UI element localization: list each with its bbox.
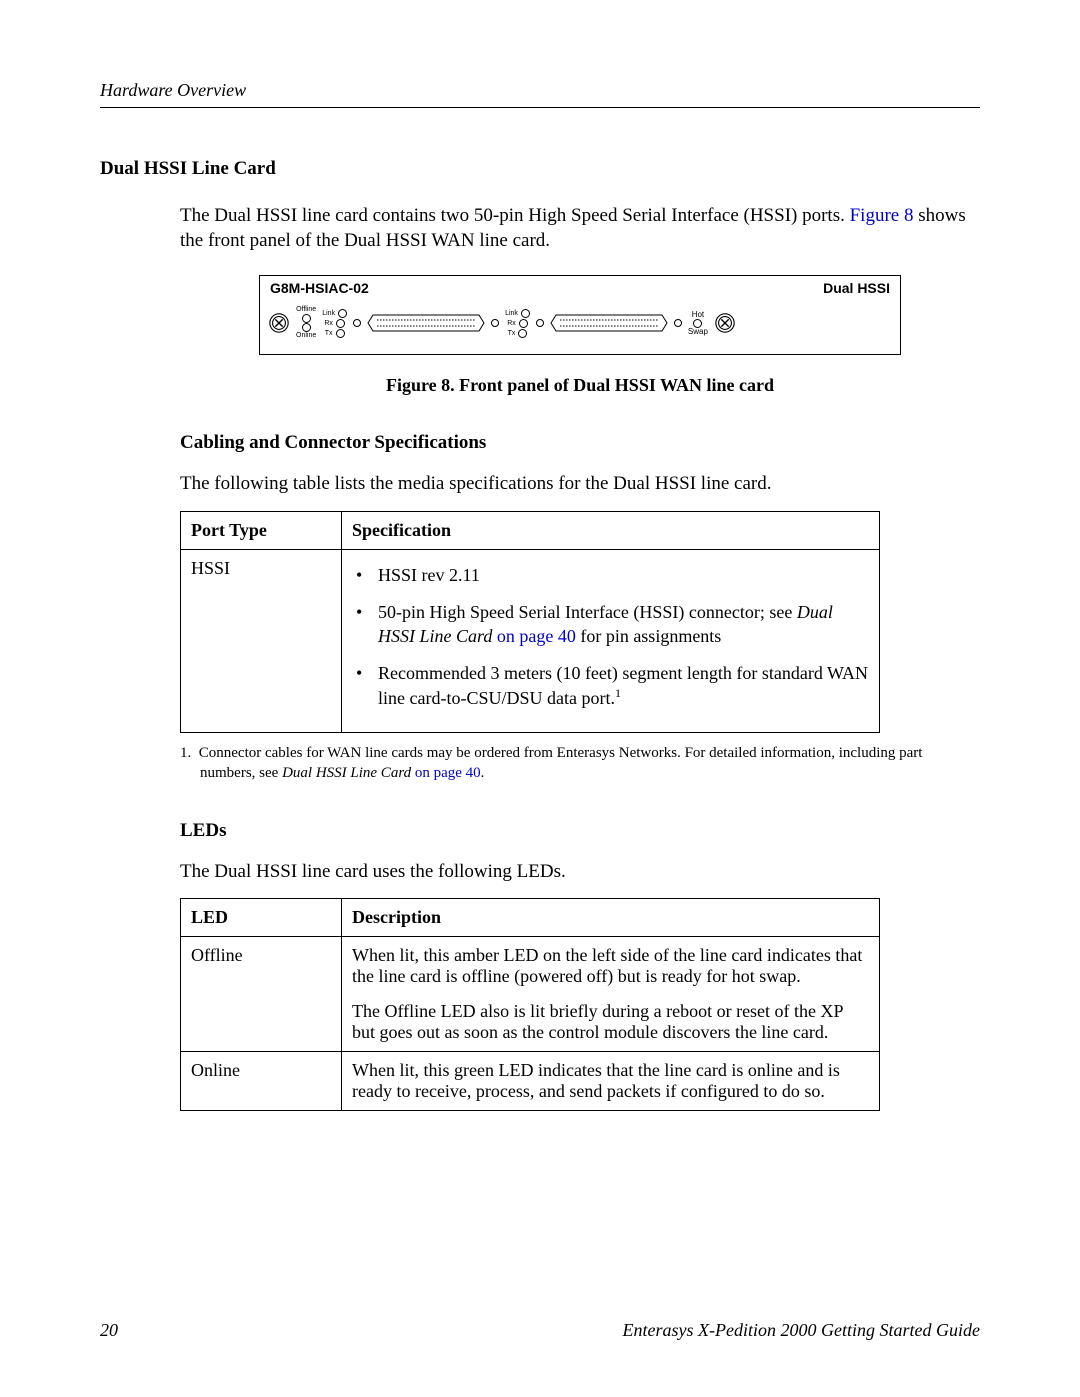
th-specification: Specification bbox=[342, 512, 880, 550]
list-item: Recommended 3 meters (10 feet) segment l… bbox=[352, 662, 869, 710]
section-title: Dual HSSI Line Card bbox=[100, 158, 980, 180]
page-number: 20 bbox=[100, 1320, 118, 1341]
cell-port-type: HSSI bbox=[181, 550, 342, 733]
th-port-type: Port Type bbox=[181, 512, 342, 550]
th-led: LED bbox=[181, 899, 342, 937]
page-link[interactable]: on page 40 bbox=[492, 626, 575, 646]
status-leds: Offline Online bbox=[296, 306, 316, 340]
footnote: 1. Connector cables for WAN line cards m… bbox=[180, 743, 980, 784]
spec-text: for pin assignments bbox=[576, 626, 722, 646]
intro-paragraph: The Dual HSSI line card contains two 50-… bbox=[180, 204, 980, 253]
rx-led-icon bbox=[519, 319, 528, 328]
footnote-text: . bbox=[481, 765, 485, 781]
cell-specification: HSSI rev 2.11 50-pin High Speed Serial I… bbox=[342, 550, 880, 733]
figure-caption: Figure 8. Front panel of Dual HSSI WAN l… bbox=[180, 375, 980, 396]
panel-right-label: Dual HSSI bbox=[823, 280, 890, 296]
standoff-icon bbox=[674, 319, 682, 327]
cell-led: Online bbox=[181, 1052, 342, 1111]
hssi-connector-icon bbox=[367, 314, 485, 332]
screw-icon bbox=[714, 312, 736, 334]
leds-table: LED Description Offline When lit, this a… bbox=[180, 898, 880, 1111]
table-row: Port Type Specification bbox=[181, 512, 880, 550]
figure-link[interactable]: Figure 8 bbox=[850, 205, 914, 226]
table-row: LED Description bbox=[181, 899, 880, 937]
swap-label: Swap bbox=[688, 328, 708, 336]
figure-wrap: G8M-HSIAC-02 Dual HSSI Offline Online Li… bbox=[180, 275, 980, 396]
link-label: Link bbox=[322, 310, 335, 317]
port2-leds: Link Rx Tx bbox=[505, 309, 530, 338]
desc-para: When lit, this amber LED on the left sid… bbox=[352, 945, 869, 987]
link-led-icon bbox=[521, 309, 530, 318]
spec-text: 50-pin High Speed Serial Interface (HSSI… bbox=[378, 602, 797, 622]
table-row: Online When lit, this green LED indicate… bbox=[181, 1052, 880, 1111]
standoff-icon bbox=[491, 319, 499, 327]
online-led-icon bbox=[302, 323, 311, 332]
rx-label: Rx bbox=[324, 320, 333, 327]
page-footer: 20 Enterasys X-Pedition 2000 Getting Sta… bbox=[100, 1320, 980, 1341]
screw-icon bbox=[268, 312, 290, 334]
cabling-intro: The following table lists the media spec… bbox=[180, 472, 980, 497]
tx-label: Tx bbox=[508, 330, 516, 337]
table-row: HSSI HSSI rev 2.11 50-pin High Speed Ser… bbox=[181, 550, 880, 733]
tx-led-icon bbox=[336, 329, 345, 338]
offline-label: Offline bbox=[296, 306, 316, 313]
tx-led-icon bbox=[518, 329, 527, 338]
cell-description: When lit, this green LED indicates that … bbox=[342, 1052, 880, 1111]
cell-led: Offline bbox=[181, 937, 342, 1052]
online-label: Online bbox=[296, 332, 316, 339]
footnote-number: 1. bbox=[180, 745, 191, 761]
rx-led-icon bbox=[336, 319, 345, 328]
desc-para: When lit, this green LED indicates that … bbox=[352, 1060, 869, 1102]
front-panel-diagram: G8M-HSIAC-02 Dual HSSI Offline Online Li… bbox=[259, 275, 901, 355]
cabling-table: Port Type Specification HSSI HSSI rev 2.… bbox=[180, 511, 880, 733]
hot-swap-led: Hot Swap bbox=[688, 311, 708, 336]
link-led-icon bbox=[338, 309, 347, 318]
standoff-icon bbox=[353, 319, 361, 327]
cabling-title: Cabling and Connector Specifications bbox=[180, 432, 980, 454]
intro-text-a: The Dual HSSI line card contains two 50-… bbox=[180, 205, 850, 226]
panel-model-label: G8M-HSIAC-02 bbox=[270, 280, 369, 296]
leds-title: LEDs bbox=[180, 820, 980, 842]
list-item: HSSI rev 2.11 bbox=[352, 564, 869, 587]
leds-intro: The Dual HSSI line card uses the followi… bbox=[180, 860, 980, 885]
footnote-italic: Dual HSSI Line Card bbox=[282, 765, 411, 781]
standoff-icon bbox=[536, 319, 544, 327]
section-body: The Dual HSSI line card contains two 50-… bbox=[180, 204, 980, 1111]
tx-label: Tx bbox=[325, 330, 333, 337]
port1-leds: Link Rx Tx bbox=[322, 309, 347, 338]
rx-label: Rx bbox=[507, 320, 516, 327]
footnote-ref: 1 bbox=[615, 686, 621, 700]
link-label: Link bbox=[505, 310, 518, 317]
page: Hardware Overview Dual HSSI Line Card Th… bbox=[0, 0, 1080, 1397]
list-item: 50-pin High Speed Serial Interface (HSSI… bbox=[352, 601, 869, 648]
hssi-connector-icon bbox=[550, 314, 668, 332]
table-row: Offline When lit, this amber LED on the … bbox=[181, 937, 880, 1052]
th-description: Description bbox=[342, 899, 880, 937]
page-link[interactable]: on page 40 bbox=[411, 765, 481, 781]
spec-text: Recommended 3 meters (10 feet) segment l… bbox=[378, 663, 868, 707]
cell-description: When lit, this amber LED on the left sid… bbox=[342, 937, 880, 1052]
guide-title: Enterasys X-Pedition 2000 Getting Starte… bbox=[623, 1320, 980, 1341]
header-rule bbox=[100, 107, 980, 108]
desc-para: The Offline LED also is lit briefly duri… bbox=[352, 1001, 869, 1043]
offline-led-icon bbox=[302, 314, 311, 323]
hot-label: Hot bbox=[692, 311, 704, 319]
running-head: Hardware Overview bbox=[100, 80, 980, 101]
panel-row: Offline Online Link Rx Tx bbox=[268, 306, 892, 340]
